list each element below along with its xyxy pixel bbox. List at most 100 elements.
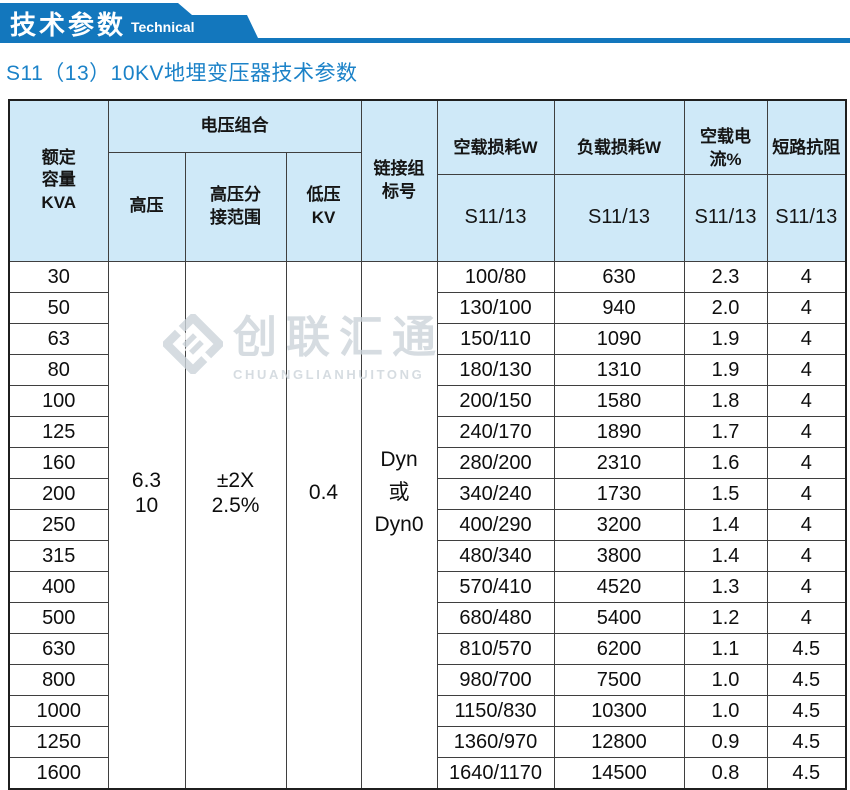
cell-kva: 500 xyxy=(8,601,109,634)
cell-impedance: 4.5 xyxy=(766,756,847,790)
cell-kva: 160 xyxy=(8,446,109,479)
cell-noload-loss: 570/410 xyxy=(436,570,555,603)
cell-noload-loss: 1640/1170 xyxy=(436,756,555,790)
table-row: 1000 1150/830 10300 1.0 4.5 xyxy=(8,694,847,727)
impedance-sublabel: S11/13 xyxy=(775,206,838,229)
cell-noload-loss: 680/480 xyxy=(436,601,555,634)
column-header-voltage-group: 电压组合 xyxy=(107,99,362,153)
cell-load-loss: 5400 xyxy=(553,601,685,634)
cell-load-loss: 1730 xyxy=(553,477,685,510)
cell-noload-current: 1.0 xyxy=(683,694,768,727)
cell-noload-current: 0.8 xyxy=(683,756,768,790)
cell-kva: 250 xyxy=(8,508,109,541)
cell-kva: 315 xyxy=(8,539,109,572)
cell-noload-current: 1.6 xyxy=(683,446,768,479)
cell-noload-current: 1.8 xyxy=(683,384,768,417)
column-header-capacity: 额定 容量 KVA xyxy=(8,99,109,262)
cell-load-loss: 1580 xyxy=(553,384,685,417)
cell-impedance: 4.5 xyxy=(766,663,847,696)
column-header-link-group: 链接组 标号 xyxy=(360,99,438,262)
cell-noload-loss: 200/150 xyxy=(436,384,555,417)
table-body: 30 6.3 10 ±2X 2.5% 0.4 Dyn 或 Dyn0 100/80… xyxy=(8,260,847,790)
cell-kva: 1000 xyxy=(8,694,109,727)
cell-load-loss: 3200 xyxy=(553,508,685,541)
table-row: 500 680/480 5400 1.2 4 xyxy=(8,601,847,634)
cell-lv-merged: 0.4 xyxy=(285,260,362,790)
cell-impedance: 4 xyxy=(766,260,847,293)
cell-noload-current: 1.3 xyxy=(683,570,768,603)
cell-noload-current: 1.1 xyxy=(683,632,768,665)
cell-noload-loss: 240/170 xyxy=(436,415,555,448)
noload-current-sublabel: S11/13 xyxy=(694,206,757,229)
column-header-tap-range: 高压分 接范围 xyxy=(184,151,287,262)
cell-noload-loss: 1150/830 xyxy=(436,694,555,727)
column-header-noload-loss: 空载损耗W S11/13 xyxy=(436,99,555,262)
table-row: 200 340/240 1730 1.5 4 xyxy=(8,477,847,510)
cell-impedance: 4 xyxy=(766,353,847,386)
cell-noload-loss: 100/80 xyxy=(436,260,555,293)
table-row: 50 130/100 940 2.0 4 xyxy=(8,291,847,324)
cell-noload-loss: 400/290 xyxy=(436,508,555,541)
cell-load-loss: 3800 xyxy=(553,539,685,572)
cell-kva: 630 xyxy=(8,632,109,665)
column-header-noload-current: 空载电流% S11/13 xyxy=(683,99,768,262)
cell-load-loss: 6200 xyxy=(553,632,685,665)
cell-load-loss: 630 xyxy=(553,260,685,293)
cell-load-loss: 1890 xyxy=(553,415,685,448)
table-row: 250 400/290 3200 1.4 4 xyxy=(8,508,847,541)
cell-noload-current: 2.3 xyxy=(683,260,768,293)
banner-tab: 技术参数 Technical parameter xyxy=(0,3,258,38)
cell-impedance: 4 xyxy=(766,601,847,634)
cell-link-group-merged: Dyn 或 Dyn0 xyxy=(360,260,438,790)
noload-current-label: 空载电流% xyxy=(685,124,766,175)
banner-rule xyxy=(0,38,850,43)
cell-noload-current: 2.0 xyxy=(683,291,768,324)
cell-noload-current: 1.4 xyxy=(683,508,768,541)
cell-noload-loss: 1360/970 xyxy=(436,725,555,758)
cell-impedance: 4 xyxy=(766,570,847,603)
cell-noload-loss: 480/340 xyxy=(436,539,555,572)
cell-impedance: 4 xyxy=(766,384,847,417)
cell-load-loss: 2310 xyxy=(553,446,685,479)
load-loss-label: 负载损耗W xyxy=(555,124,683,175)
cell-noload-current: 1.9 xyxy=(683,322,768,355)
banner-title-zh: 技术参数 xyxy=(10,10,127,40)
cell-kva: 1600 xyxy=(8,756,109,790)
cell-noload-loss: 340/240 xyxy=(436,477,555,510)
cell-load-loss: 12800 xyxy=(553,725,685,758)
cell-impedance: 4 xyxy=(766,415,847,448)
cell-load-loss: 7500 xyxy=(553,663,685,696)
cell-noload-loss: 810/570 xyxy=(436,632,555,665)
cell-noload-loss: 180/130 xyxy=(436,353,555,386)
noload-loss-sublabel: S11/13 xyxy=(464,206,527,229)
table-row: 315 480/340 3800 1.4 4 xyxy=(8,539,847,572)
cell-kva: 400 xyxy=(8,570,109,603)
column-header-load-loss: 负载损耗W S11/13 xyxy=(553,99,685,262)
column-header-impedance: 短路抗阻 S11/13 xyxy=(766,99,847,262)
cell-load-loss: 940 xyxy=(553,291,685,324)
cell-impedance: 4 xyxy=(766,446,847,479)
cell-noload-loss: 980/700 xyxy=(436,663,555,696)
page-title: S11（13）10KV地埋变压器技术参数 xyxy=(6,62,358,85)
cell-noload-current: 1.5 xyxy=(683,477,768,510)
cell-load-loss: 10300 xyxy=(553,694,685,727)
cell-noload-current: 1.9 xyxy=(683,353,768,386)
cell-kva: 125 xyxy=(8,415,109,448)
cell-noload-current: 0.9 xyxy=(683,725,768,758)
parameters-table-wrap: 额定 容量 KVA 电压组合 链接组 标号 空载损耗W S11/13 负载损耗W… xyxy=(8,99,847,790)
cell-impedance: 4.5 xyxy=(766,694,847,727)
cell-impedance: 4 xyxy=(766,322,847,355)
column-header-lv: 低压 KV xyxy=(285,151,362,262)
cell-tap-range-merged: ±2X 2.5% xyxy=(184,260,287,790)
column-header-hv: 高压 xyxy=(107,151,186,262)
cell-noload-current: 1.0 xyxy=(683,663,768,696)
cell-kva: 800 xyxy=(8,663,109,696)
cell-noload-current: 1.7 xyxy=(683,415,768,448)
table-row: 400 570/410 4520 1.3 4 xyxy=(8,570,847,603)
cell-impedance: 4 xyxy=(766,508,847,541)
load-loss-sublabel: S11/13 xyxy=(588,206,650,229)
cell-load-loss: 1090 xyxy=(553,322,685,355)
cell-noload-loss: 280/200 xyxy=(436,446,555,479)
cell-kva: 30 xyxy=(8,260,109,293)
table-row: 30 6.3 10 ±2X 2.5% 0.4 Dyn 或 Dyn0 100/80… xyxy=(8,260,847,790)
